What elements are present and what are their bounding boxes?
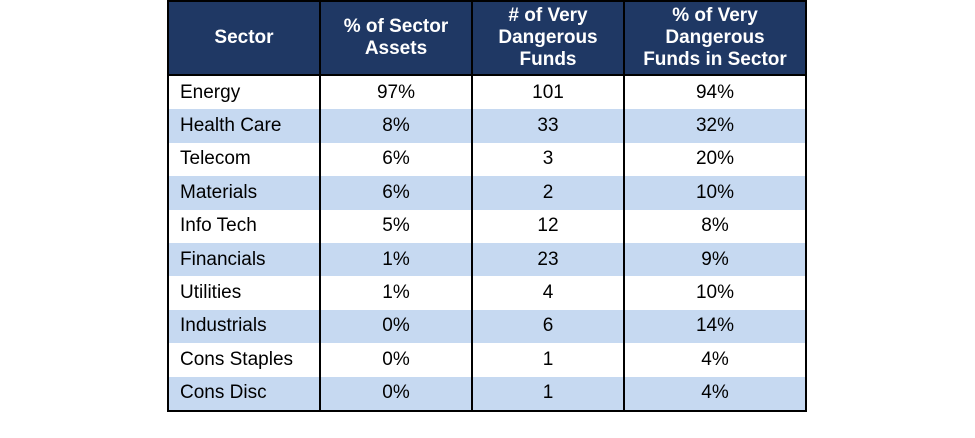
header-sector: Sector	[167, 0, 321, 76]
cell-num-funds: 33	[471, 109, 625, 143]
cell-pct-funds: 9%	[623, 242, 807, 277]
header-line: % of Sector	[343, 16, 449, 37]
cell-num-funds: 3	[471, 142, 625, 177]
table-row: Health Care 8% 33 32%	[167, 109, 807, 143]
cell-sector: Telecom	[167, 142, 321, 177]
cell-pct-funds: 8%	[623, 209, 807, 243]
cell-sector: Industrials	[167, 309, 321, 344]
sector-table-container: Sector % of Sector Assets # of Very Dang…	[167, 0, 807, 412]
cell-num-funds: 6	[471, 309, 625, 344]
cell-num-funds: 23	[471, 242, 625, 277]
table-row: Cons Disc 0% 1 4%	[167, 376, 807, 412]
cell-num-funds: 4	[471, 276, 625, 310]
header-line: # of Very	[508, 5, 588, 26]
table-row: Cons Staples 0% 1 4%	[167, 343, 807, 377]
cell-pct-funds: 4%	[623, 376, 807, 412]
cell-pct-funds: 20%	[623, 142, 807, 177]
cell-num-funds: 1	[471, 376, 625, 412]
cell-sector: Financials	[167, 242, 321, 277]
table-row: Info Tech 5% 12 8%	[167, 209, 807, 243]
sector-table: Sector % of Sector Assets # of Very Dang…	[167, 0, 807, 412]
cell-sector: Cons Disc	[167, 376, 321, 412]
header-line: % of Very	[672, 5, 758, 26]
cell-pct-funds: 14%	[623, 309, 807, 344]
cell-sector: Energy	[167, 75, 321, 110]
header-line: Sector	[214, 27, 274, 48]
cell-pct-assets: 8%	[319, 109, 473, 143]
cell-num-funds: 1	[471, 343, 625, 377]
table-row: Telecom 6% 3 20%	[167, 142, 807, 177]
cell-pct-assets: 0%	[319, 343, 473, 377]
header-line: Funds	[519, 49, 577, 70]
header-line: Funds in Sector	[643, 49, 787, 70]
cell-sector: Utilities	[167, 276, 321, 310]
cell-pct-assets: 0%	[319, 309, 473, 344]
header-pct-dangerous-funds: % of Very Dangerous Funds in Sector	[623, 0, 807, 76]
cell-sector: Info Tech	[167, 209, 321, 243]
cell-sector: Materials	[167, 176, 321, 210]
cell-pct-funds: 10%	[623, 176, 807, 210]
table-row: Financials 1% 23 9%	[167, 242, 807, 277]
header-row: Sector % of Sector Assets # of Very Dang…	[167, 0, 807, 76]
cell-sector: Health Care	[167, 109, 321, 143]
cell-pct-assets: 1%	[319, 242, 473, 277]
cell-sector: Cons Staples	[167, 343, 321, 377]
cell-pct-assets: 6%	[319, 142, 473, 177]
table-header: Sector % of Sector Assets # of Very Dang…	[167, 0, 807, 76]
cell-pct-assets: 5%	[319, 209, 473, 243]
cell-num-funds: 12	[471, 209, 625, 243]
cell-pct-assets: 1%	[319, 276, 473, 310]
cell-num-funds: 2	[471, 176, 625, 210]
header-pct-sector-assets: % of Sector Assets	[319, 0, 473, 76]
cell-num-funds: 101	[471, 75, 625, 110]
cell-pct-assets: 0%	[319, 376, 473, 412]
cell-pct-assets: 6%	[319, 176, 473, 210]
table-row: Materials 6% 2 10%	[167, 176, 807, 210]
table-row: Energy 97% 101 94%	[167, 75, 807, 110]
cell-pct-funds: 10%	[623, 276, 807, 310]
table-body: Energy 97% 101 94% Health Care 8% 33 32%…	[167, 75, 807, 412]
table-row: Utilities 1% 4 10%	[167, 276, 807, 310]
header-line: Assets	[364, 38, 428, 59]
header-line: Dangerous	[665, 27, 765, 48]
header-num-dangerous-funds: # of Very Dangerous Funds	[471, 0, 625, 76]
header-line: Dangerous	[498, 27, 598, 48]
cell-pct-funds: 94%	[623, 75, 807, 110]
table-row: Industrials 0% 6 14%	[167, 309, 807, 344]
cell-pct-assets: 97%	[319, 75, 473, 110]
cell-pct-funds: 4%	[623, 343, 807, 377]
cell-pct-funds: 32%	[623, 109, 807, 143]
